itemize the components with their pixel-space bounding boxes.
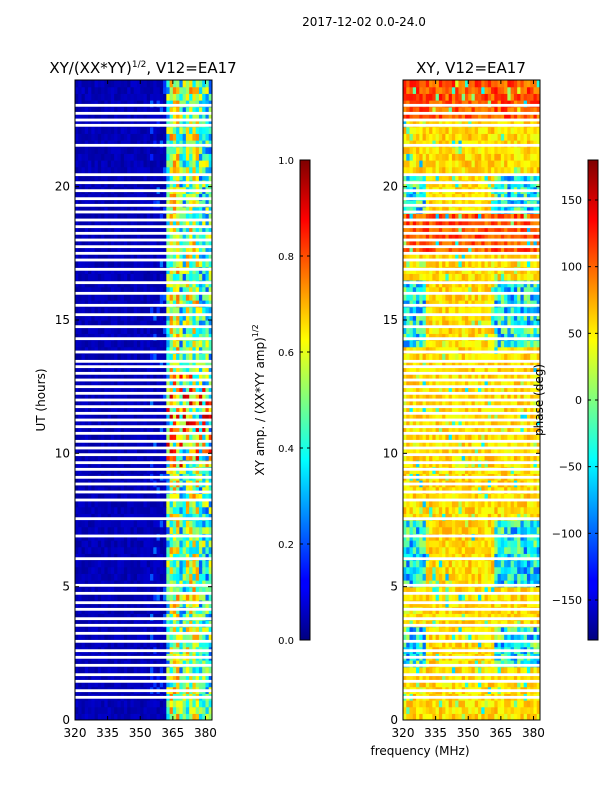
amplitude-flagged-row <box>75 292 212 295</box>
amplitude-flagged-row <box>75 617 212 620</box>
amplitude-colorbar-label-main: XY amp. / (XX*YY amp) <box>253 337 267 475</box>
amplitude-flagged-row <box>75 592 212 595</box>
amplitude-flagged-row <box>75 225 212 228</box>
amplitude-flagged-row <box>75 557 212 560</box>
amplitude-title-tail: , V12=EA17 <box>146 59 236 77</box>
amplitude-colorbar-tick-label: 1.0 <box>278 156 294 167</box>
amplitude-x-tick-label: 365 <box>161 726 184 740</box>
amplitude-flagged-row <box>75 468 212 471</box>
amplitude-flagged-row <box>75 372 212 375</box>
amplitude-flagged-row <box>75 189 212 192</box>
amplitude-colorbar-tick-label: 0.8 <box>278 252 294 263</box>
amplitude-flagged-row <box>75 461 212 464</box>
amplitude-flagged-row <box>75 281 212 284</box>
amplitude-flagged-row <box>75 104 212 107</box>
amplitude-flagged-row <box>75 664 212 667</box>
amplitude-x-tick-label: 335 <box>96 726 119 740</box>
amplitude-flagged-row <box>75 649 212 652</box>
amplitude-flagged-row <box>75 608 212 611</box>
amplitude-flagged-row <box>75 412 212 415</box>
amplitude-flagged-row <box>75 252 212 255</box>
amplitude-flagged-row <box>75 268 212 271</box>
amplitude-flagged-row <box>75 259 212 262</box>
amplitude-flagged-row <box>75 119 212 122</box>
amplitude-title-sup: 1/2 <box>132 60 146 70</box>
amplitude-flagged-row <box>75 124 212 127</box>
amplitude-flagged-row <box>75 656 212 659</box>
amplitude-flagged-row <box>75 425 212 428</box>
amplitude-flagged-row <box>75 325 212 328</box>
amplitude-flagged-row <box>75 673 212 676</box>
amplitude-flagged-row <box>75 696 212 699</box>
amplitude-colorbar-label-sup: 1/2 <box>251 324 260 337</box>
amplitude-flagged-row <box>75 360 212 363</box>
amplitude-flagged-row <box>75 491 212 494</box>
amplitude-flagged-row <box>75 181 212 184</box>
amplitude-colorbar: 0.0 0.2 0.4 0.6 0.8 1.0 XY amp. / (XX*YY amp)… <box>251 156 310 647</box>
amplitude-flagged-row <box>75 365 212 368</box>
amplitude-y-tick-label: 10 <box>55 446 70 460</box>
amplitude-flagged-row <box>75 379 212 382</box>
amplitude-y-axis-label: UT (hours) <box>34 368 48 431</box>
amplitude-flagged-row <box>75 211 212 214</box>
amplitude-flagged-row <box>75 144 212 147</box>
amplitude-flagged-row <box>75 535 212 538</box>
amplitude-flagged-row <box>75 392 212 395</box>
figure-suptitle: 2017-12-02 0.0-24.0 <box>302 15 426 29</box>
amplitude-flagged-row <box>75 239 212 242</box>
amplitude-flagged-row <box>75 476 212 479</box>
amplitude-flagged-row <box>75 405 212 408</box>
amplitude-y-tick-label: 5 <box>62 580 70 594</box>
amplitude-colorbar-label: XY amp. / (XX*YY amp)1/2 <box>251 324 267 475</box>
phase-panel-title: XY, V12=EA17 <box>416 59 526 77</box>
amplitude-flagged-row <box>75 385 212 388</box>
amplitude-flagged-row <box>75 584 212 587</box>
amplitude-flagged-row <box>75 624 212 627</box>
amplitude-flagged-row <box>75 112 212 115</box>
amplitude-flagged-row <box>75 351 212 354</box>
amplitude-flagged-row <box>75 632 212 635</box>
amplitude-flagged-row <box>75 204 212 207</box>
amplitude-flagged-row <box>75 447 212 450</box>
amplitude-flagged-row <box>75 304 212 307</box>
amplitude-flagged-row <box>75 337 212 340</box>
amplitude-flagged-row <box>75 432 212 435</box>
amplitude-flagged-row <box>75 419 212 422</box>
amplitude-flagged-row <box>75 197 212 200</box>
amplitude-colorbar-tick-label: 0.2 <box>278 540 294 551</box>
amplitude-flagged-row <box>75 232 212 235</box>
amplitude-flagged-row <box>75 499 212 502</box>
amplitude-x-tick-label: 350 <box>129 726 152 740</box>
amplitude-flagged-row <box>75 453 212 456</box>
amplitude-flagged-row <box>75 689 212 692</box>
amplitude-flagged-row <box>75 601 212 604</box>
amplitude-flagged-row <box>75 483 212 486</box>
amplitude-x-tick-label: 380 <box>194 726 217 740</box>
amplitude-flagged-row <box>75 219 212 222</box>
amplitude-y-tick-label: 0 <box>62 713 70 727</box>
amplitude-flagged-row <box>75 680 212 683</box>
amplitude-title-main: XY/(XX*YY) <box>49 59 132 77</box>
amplitude-flagged-row <box>75 640 212 643</box>
amplitude-flagged-row <box>75 399 212 402</box>
amplitude-colorbar-tick-label: 0.0 <box>278 636 294 647</box>
amplitude-flagged-row <box>75 173 212 176</box>
amplitude-flagged-row <box>75 440 212 443</box>
amplitude-flagged-row <box>75 313 212 316</box>
amplitude-flagged-row <box>75 517 212 520</box>
amplitude-y-tick-label: 20 <box>55 180 70 194</box>
amplitude-panel-title: XY/(XX*YY)1/2, V12=EA17 <box>49 59 236 77</box>
amplitude-y-tick-label: 15 <box>55 313 70 327</box>
amplitude-colorbar-tick-label: 0.4 <box>278 444 294 455</box>
amplitude-x-tick-label: 320 <box>64 726 87 740</box>
amplitude-colorbar-gradient <box>300 160 310 640</box>
amplitude-colorbar-tick-label: 0.6 <box>278 348 294 359</box>
amplitude-flagged-row <box>75 245 212 248</box>
